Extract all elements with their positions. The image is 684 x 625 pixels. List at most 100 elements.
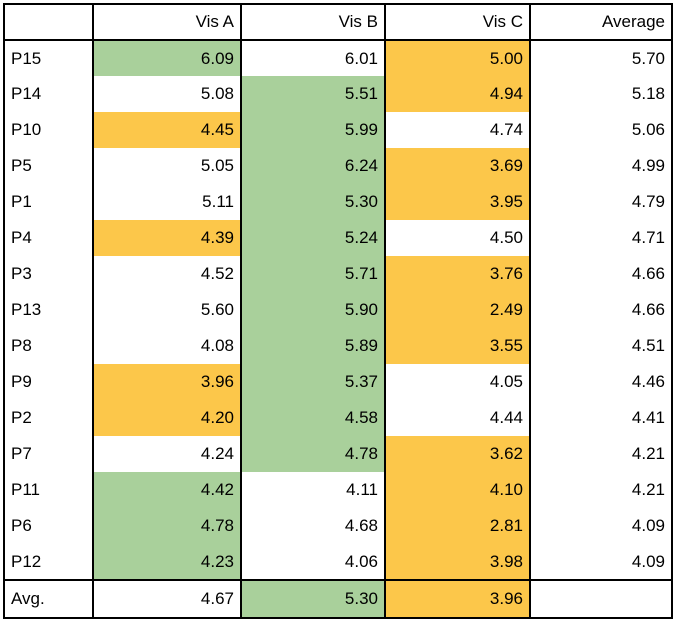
vis-a-score: 4.42 bbox=[93, 472, 242, 508]
participant-label: P12 bbox=[3, 544, 94, 581]
vis-b-score: 4.06 bbox=[241, 544, 386, 581]
participant-label: P13 bbox=[3, 292, 94, 328]
vis-b-score: 4.58 bbox=[241, 400, 386, 436]
header-corner-cell bbox=[3, 3, 94, 41]
header-average: Average bbox=[530, 3, 673, 41]
participant-label: P8 bbox=[3, 328, 94, 364]
row-average: 4.09 bbox=[530, 508, 673, 544]
vis-b-score: 5.71 bbox=[241, 256, 386, 292]
row-average: 4.51 bbox=[530, 328, 673, 364]
table-row: P11 4.42 4.11 4.10 4.21 bbox=[3, 472, 673, 508]
vis-a-score: 6.09 bbox=[93, 40, 242, 76]
table-row: P10 4.45 5.99 4.74 5.06 bbox=[3, 112, 673, 148]
participant-label: P7 bbox=[3, 436, 94, 472]
vis-b-score: 6.24 bbox=[241, 148, 386, 184]
vis-c-score: 3.69 bbox=[385, 148, 531, 184]
header-vis-b: Vis B bbox=[241, 3, 386, 41]
vis-b-score: 5.24 bbox=[241, 220, 386, 256]
row-average: 4.99 bbox=[530, 148, 673, 184]
vis-a-score: 5.08 bbox=[93, 76, 242, 112]
participant-scores-table: Vis A Vis B Vis C Average P15 6.09 6.01 5.00 5.7… bbox=[3, 3, 673, 619]
vis-c-score: 3.76 bbox=[385, 256, 531, 292]
table-row: P8 4.08 5.89 3.55 4.51 bbox=[3, 328, 673, 364]
participant-label: P5 bbox=[3, 148, 94, 184]
vis-b-score: 5.90 bbox=[241, 292, 386, 328]
participant-label: P4 bbox=[3, 220, 94, 256]
vis-a-score: 5.60 bbox=[93, 292, 242, 328]
average-label: Avg. bbox=[3, 579, 94, 619]
participant-label: P1 bbox=[3, 184, 94, 220]
vis-c-score: 2.49 bbox=[385, 292, 531, 328]
vis-a-score: 4.20 bbox=[93, 400, 242, 436]
vis-b-score: 5.89 bbox=[241, 328, 386, 364]
vis-c-score: 5.00 bbox=[385, 40, 531, 76]
participant-label: P6 bbox=[3, 508, 94, 544]
vis-b-score: 4.68 bbox=[241, 508, 386, 544]
overall-average bbox=[530, 579, 673, 619]
table-row: P7 4.24 4.78 3.62 4.21 bbox=[3, 436, 673, 472]
vis-b-score: 5.30 bbox=[241, 184, 386, 220]
table-row: P13 5.60 5.90 2.49 4.66 bbox=[3, 292, 673, 328]
header-row: Vis A Vis B Vis C Average bbox=[3, 3, 673, 41]
participant-label: P2 bbox=[3, 400, 94, 436]
vis-c-score: 3.95 bbox=[385, 184, 531, 220]
participant-label: P3 bbox=[3, 256, 94, 292]
table-row: P9 3.96 5.37 4.05 4.46 bbox=[3, 364, 673, 400]
vis-b-score: 5.51 bbox=[241, 76, 386, 112]
vis-a-score: 4.24 bbox=[93, 436, 242, 472]
table-row: P3 4.52 5.71 3.76 4.66 bbox=[3, 256, 673, 292]
vis-c-score: 3.55 bbox=[385, 328, 531, 364]
participant-label: P15 bbox=[3, 40, 94, 76]
table-row: P5 5.05 6.24 3.69 4.99 bbox=[3, 148, 673, 184]
vis-b-score: 5.99 bbox=[241, 112, 386, 148]
participant-label: P14 bbox=[3, 76, 94, 112]
vis-c-score: 3.62 bbox=[385, 436, 531, 472]
vis-a-score: 3.96 bbox=[93, 364, 242, 400]
participant-label: P10 bbox=[3, 112, 94, 148]
vis-b-score: 4.78 bbox=[241, 436, 386, 472]
vis-c-score: 3.98 bbox=[385, 544, 531, 581]
row-average: 4.41 bbox=[530, 400, 673, 436]
participant-label: P9 bbox=[3, 364, 94, 400]
vis-c-score: 4.05 bbox=[385, 364, 531, 400]
vis-b-score: 5.37 bbox=[241, 364, 386, 400]
vis-c-score: 4.74 bbox=[385, 112, 531, 148]
vis-b-score: 6.01 bbox=[241, 40, 386, 76]
row-average: 5.06 bbox=[530, 112, 673, 148]
vis-b-score: 4.11 bbox=[241, 472, 386, 508]
vis-a-score: 4.39 bbox=[93, 220, 242, 256]
table-row: P12 4.23 4.06 3.98 4.09 bbox=[3, 544, 673, 581]
vis-c-score: 4.10 bbox=[385, 472, 531, 508]
vis-a-score: 5.05 bbox=[93, 148, 242, 184]
average-row: Avg. 4.67 5.30 3.96 bbox=[3, 579, 673, 619]
row-average: 4.09 bbox=[530, 544, 673, 581]
row-average: 4.79 bbox=[530, 184, 673, 220]
row-average: 5.70 bbox=[530, 40, 673, 76]
vis-a-average: 4.67 bbox=[93, 579, 242, 619]
table-row: P14 5.08 5.51 4.94 5.18 bbox=[3, 76, 673, 112]
vis-a-score: 4.78 bbox=[93, 508, 242, 544]
vis-a-score: 4.45 bbox=[93, 112, 242, 148]
header-vis-c: Vis C bbox=[385, 3, 531, 41]
table-row: P1 5.11 5.30 3.95 4.79 bbox=[3, 184, 673, 220]
row-average: 4.66 bbox=[530, 292, 673, 328]
vis-a-score: 4.08 bbox=[93, 328, 242, 364]
participant-label: P11 bbox=[3, 472, 94, 508]
row-average: 4.21 bbox=[530, 472, 673, 508]
vis-a-score: 5.11 bbox=[93, 184, 242, 220]
table-row: P15 6.09 6.01 5.00 5.70 bbox=[3, 40, 673, 76]
header-vis-a: Vis A bbox=[93, 3, 242, 41]
vis-b-average: 5.30 bbox=[241, 579, 386, 619]
vis-c-score: 4.50 bbox=[385, 220, 531, 256]
vis-c-score: 4.94 bbox=[385, 76, 531, 112]
vis-a-score: 4.23 bbox=[93, 544, 242, 581]
row-average: 4.21 bbox=[530, 436, 673, 472]
table-row: P2 4.20 4.58 4.44 4.41 bbox=[3, 400, 673, 436]
row-average: 5.18 bbox=[530, 76, 673, 112]
vis-c-score: 4.44 bbox=[385, 400, 531, 436]
row-average: 4.71 bbox=[530, 220, 673, 256]
table-row: P4 4.39 5.24 4.50 4.71 bbox=[3, 220, 673, 256]
row-average: 4.66 bbox=[530, 256, 673, 292]
vis-c-score: 2.81 bbox=[385, 508, 531, 544]
row-average: 4.46 bbox=[530, 364, 673, 400]
